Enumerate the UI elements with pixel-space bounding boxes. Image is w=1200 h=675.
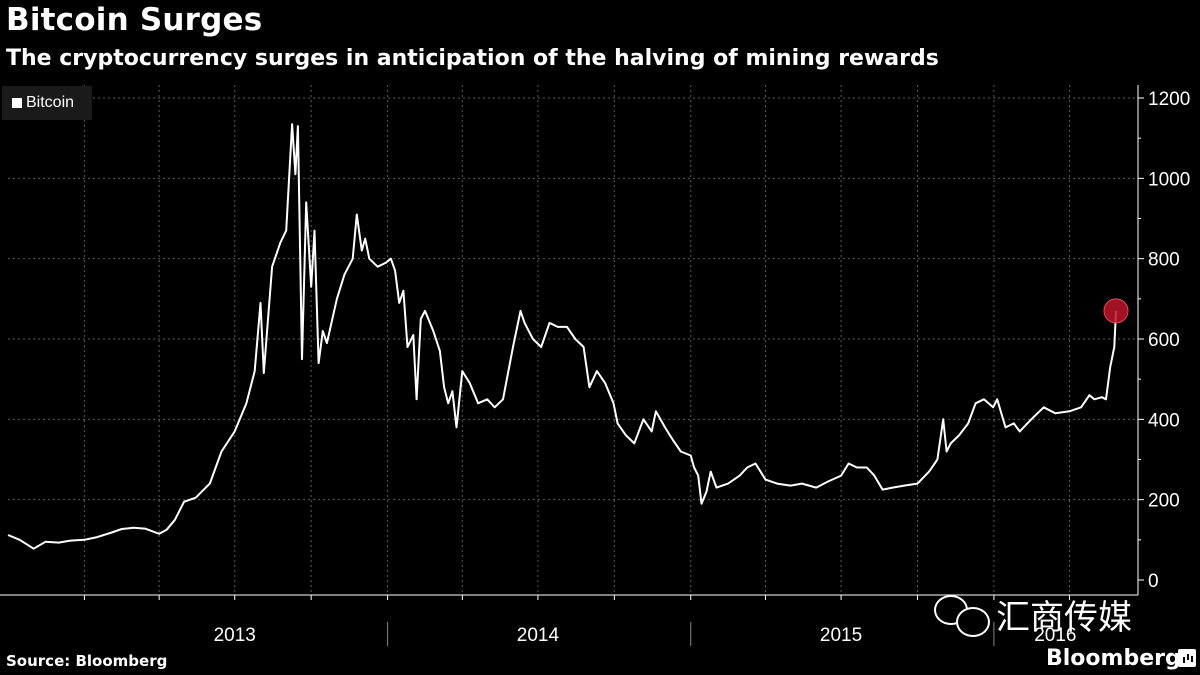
x-tick-label-2016: 2016	[1034, 625, 1076, 646]
source-note: Source: Bloomberg	[6, 652, 168, 670]
y-tick-label-200: 200	[1148, 491, 1180, 512]
y-tick-label-0: 0	[1148, 571, 1159, 592]
y-tick-labels: 0 200 400 600 800 1000 1200	[1148, 89, 1190, 592]
watermark: 汇商传媒	[932, 590, 1132, 639]
y-tick-label-1000: 1000	[1148, 169, 1190, 190]
y-tick-label-1200: 1200	[1148, 89, 1190, 110]
legend: Bitcoin	[2, 86, 92, 120]
x-tick-label-2015: 2015	[820, 625, 862, 646]
wechat-icon	[932, 593, 990, 637]
y-tick-label-800: 800	[1148, 250, 1180, 271]
legend-swatch-bitcoin	[12, 98, 22, 108]
watermark-text: 汇商传媒	[996, 598, 1132, 638]
x-tick-label-2013: 2013	[214, 625, 256, 646]
x-tick-labels: 2013 2014 2015 2016	[214, 625, 1077, 646]
brand-logo-text: Bloomberg	[1046, 646, 1181, 671]
series-line-bitcoin	[7, 123, 1117, 550]
y-tick-label-400: 400	[1148, 410, 1180, 431]
annotation-markers	[1103, 298, 1129, 324]
bloomberg-terminal-icon	[1178, 649, 1196, 667]
x-tick-label-2014: 2014	[517, 625, 560, 646]
chart-title: Bitcoin Surges	[6, 2, 263, 38]
legend-label-bitcoin: Bitcoin	[26, 94, 75, 111]
latest-price-marker	[1103, 298, 1129, 324]
axes	[0, 85, 1144, 646]
chart-subtitle: The cryptocurrency surges in anticipatio…	[6, 46, 939, 71]
grid-lines	[8, 85, 1138, 595]
y-tick-label-600: 600	[1148, 330, 1180, 351]
